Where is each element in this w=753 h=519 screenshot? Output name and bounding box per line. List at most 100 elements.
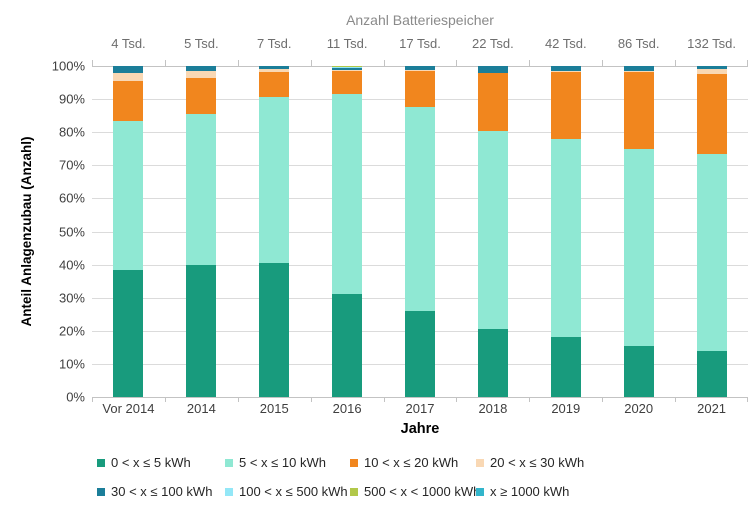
- y-axis-tick-labels: 100% 90% 80% 70% 60% 50% 40% 30% 20% 10% 0%: [0, 59, 85, 405]
- battery-count-label: 86 Tsd.: [617, 36, 660, 51]
- bar-segment: [623, 66, 654, 71]
- stacked-bar: [477, 66, 508, 397]
- bar-cell: [675, 66, 748, 397]
- legend-item: 100 < x ≤ 500 kWh: [225, 484, 350, 499]
- bar-segment: [550, 138, 581, 338]
- bar-segment: [113, 269, 144, 397]
- plot-area: [92, 60, 748, 402]
- x-axis-label: 2020: [624, 401, 654, 416]
- bar-segment: [696, 153, 727, 351]
- legend-swatch: [225, 458, 233, 467]
- bar-segment: [113, 66, 144, 73]
- battery-count-label: 11 Tsd.: [326, 36, 368, 51]
- top-axis-title: Anzahl Batteriespeicher: [346, 12, 494, 28]
- bar-segment: [696, 74, 727, 154]
- x-axis-tick-labels: Vor 2014 2014 2015 2016 2017 2018 2019 2020 2021: [92, 401, 748, 416]
- axis-tick: [456, 397, 457, 402]
- x-axis-label: 2016: [332, 401, 362, 416]
- bar-segment: [259, 97, 290, 263]
- x-axis-label: Vor 2014: [102, 401, 155, 416]
- legend-swatch: [476, 487, 484, 496]
- bar-cell: [92, 66, 165, 397]
- bar-segment: [477, 66, 508, 73]
- legend-row: 30 < x ≤ 100 kWh 100 < x ≤ 500 kWh 500 < x…: [97, 484, 737, 499]
- bar-segment: [332, 294, 363, 397]
- bar-segment: [332, 67, 363, 69]
- bar-segment: [405, 70, 435, 108]
- bar-segment: [550, 337, 581, 397]
- x-axis-label: 2015: [259, 401, 289, 416]
- bar-segment: [623, 70, 654, 72]
- battery-count-label: 5 Tsd.: [184, 36, 219, 51]
- stacked-bar: [623, 66, 654, 397]
- chart-legend: 0 < x ≤ 5 kWh 5 < x ≤ 10 kWh 10 < x ≤ 20 k…: [97, 455, 737, 513]
- bar-segment: [405, 107, 435, 311]
- bar-segment: [186, 264, 217, 397]
- bar-segment: [186, 71, 217, 78]
- y-axis-label: 60%: [58, 190, 85, 206]
- bar-cell: [456, 66, 529, 397]
- y-axis-label: 80%: [58, 124, 85, 140]
- bar-cell: [238, 66, 311, 397]
- bar-cell: [602, 66, 675, 397]
- bar-segment: [550, 71, 581, 139]
- axis-tick: [165, 397, 166, 402]
- legend-swatch: [350, 487, 358, 496]
- battery-count-label: 17 Tsd.: [399, 36, 441, 51]
- legend-row: 0 < x ≤ 5 kWh 5 < x ≤ 10 kWh 10 < x ≤ 20 k…: [97, 455, 737, 470]
- legend-item: x ≥ 1000 kWh: [476, 484, 569, 499]
- bar-segment: [696, 68, 727, 75]
- legend-item: 0 < x ≤ 5 kWh: [97, 455, 225, 470]
- bar-segment: [550, 66, 581, 71]
- y-axis-label: 20%: [58, 323, 85, 339]
- legend-label: 5 < x ≤ 10 kWh: [239, 455, 326, 470]
- legend-label: 30 < x ≤ 100 kWh: [111, 484, 213, 499]
- stacked-bar: [405, 66, 435, 397]
- axis-tick: [747, 397, 748, 402]
- bar-segment: [477, 130, 508, 330]
- y-axis-label: 10%: [58, 356, 85, 372]
- bar-cells: [92, 66, 748, 397]
- y-axis-label: 30%: [58, 290, 85, 306]
- axis-tick: [675, 397, 676, 402]
- bar-cell: [165, 66, 238, 397]
- y-axis-label: 50%: [58, 224, 85, 239]
- x-axis-label: 2018: [478, 401, 508, 416]
- bar-segment: [405, 310, 435, 397]
- bar-segment: [550, 70, 581, 72]
- stacked-bar: [186, 66, 217, 397]
- stacked-bar: [550, 66, 581, 397]
- legend-label: 10 < x ≤ 20 kWh: [364, 455, 459, 470]
- bar-cell: [384, 66, 457, 397]
- bar-cell: [529, 66, 602, 397]
- bar-segment: [623, 345, 654, 397]
- y-axis-label: 0%: [66, 389, 85, 405]
- bar-segment: [405, 66, 435, 70]
- axis-tick: [92, 60, 93, 66]
- axis-tick: [238, 60, 239, 66]
- legend-item: 20 < x ≤ 30 kWh: [476, 455, 584, 470]
- legend-swatch: [97, 487, 105, 496]
- legend-swatch: [97, 458, 105, 467]
- y-axis-label: 70%: [58, 157, 85, 173]
- bar-segment: [623, 148, 654, 346]
- gridline: [92, 397, 748, 398]
- bar-segment: [696, 350, 727, 397]
- bar-segment: [259, 262, 290, 397]
- top-axis-labels: 4 Tsd. 5 Tsd. 7 Tsd. 11 Tsd. 17 Tsd. 22 Tsd. 4…: [92, 36, 748, 51]
- axis-tick: [311, 397, 312, 402]
- bar-segment: [405, 70, 435, 71]
- axis-tick: [602, 60, 603, 66]
- battery-count-label: 4 Tsd.: [111, 36, 146, 51]
- x-axis-title: Jahre: [400, 421, 440, 437]
- legend-swatch: [476, 458, 484, 467]
- stacked-bar: [332, 66, 363, 397]
- battery-count-label: 42 Tsd.: [544, 36, 587, 51]
- bar-segment: [623, 71, 654, 149]
- bar-segment: [186, 114, 217, 265]
- legend-label: 100 < x ≤ 500 kWh: [239, 484, 348, 499]
- axis-tick: [456, 60, 457, 66]
- y-axis-label: 40%: [58, 257, 85, 273]
- battery-count-label: 132 Tsd.: [687, 36, 737, 51]
- axis-tick: [384, 397, 385, 402]
